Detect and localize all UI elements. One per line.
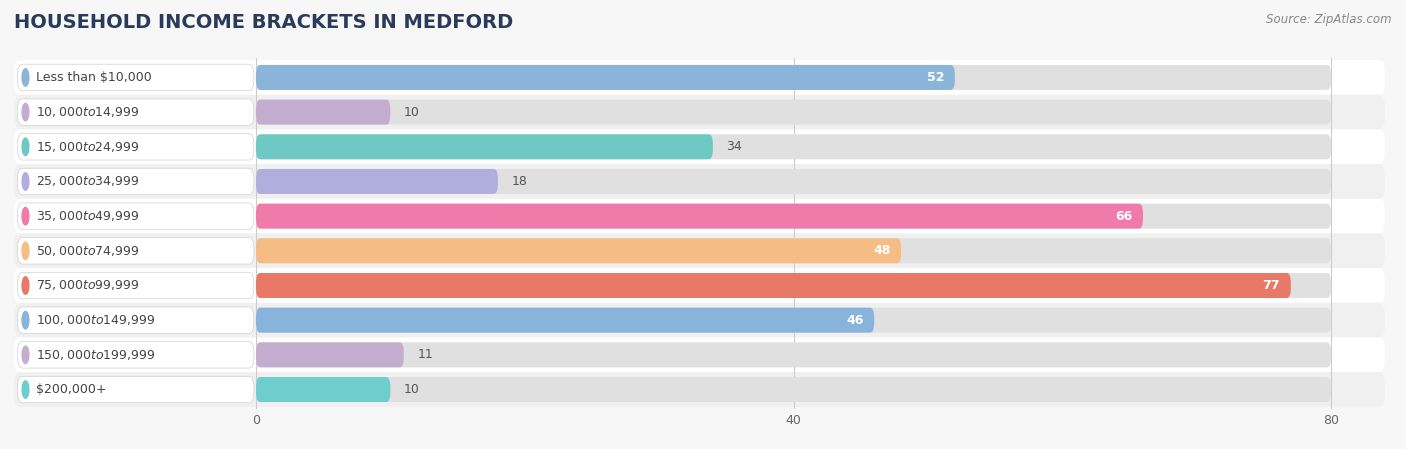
Text: 48: 48 xyxy=(873,244,890,257)
FancyBboxPatch shape xyxy=(256,134,1331,159)
Text: $10,000 to $14,999: $10,000 to $14,999 xyxy=(35,105,139,119)
Text: $150,000 to $199,999: $150,000 to $199,999 xyxy=(35,348,155,362)
FancyBboxPatch shape xyxy=(17,376,254,403)
FancyBboxPatch shape xyxy=(256,308,875,333)
FancyBboxPatch shape xyxy=(256,377,1331,402)
Circle shape xyxy=(22,312,30,329)
FancyBboxPatch shape xyxy=(256,308,1331,333)
Text: $15,000 to $24,999: $15,000 to $24,999 xyxy=(35,140,139,154)
Text: 34: 34 xyxy=(727,140,742,153)
FancyBboxPatch shape xyxy=(14,233,1385,268)
Text: $50,000 to $74,999: $50,000 to $74,999 xyxy=(35,244,139,258)
FancyBboxPatch shape xyxy=(17,99,254,125)
FancyBboxPatch shape xyxy=(256,238,1331,263)
FancyBboxPatch shape xyxy=(256,65,1331,90)
FancyBboxPatch shape xyxy=(256,65,955,90)
FancyBboxPatch shape xyxy=(17,342,254,368)
Circle shape xyxy=(22,69,30,86)
FancyBboxPatch shape xyxy=(14,372,1385,407)
FancyBboxPatch shape xyxy=(17,238,254,264)
FancyBboxPatch shape xyxy=(17,133,254,160)
FancyBboxPatch shape xyxy=(14,338,1385,372)
Text: $200,000+: $200,000+ xyxy=(35,383,105,396)
Text: 77: 77 xyxy=(1263,279,1279,292)
Text: $100,000 to $149,999: $100,000 to $149,999 xyxy=(35,313,155,327)
Circle shape xyxy=(22,381,30,398)
FancyBboxPatch shape xyxy=(17,168,254,195)
Circle shape xyxy=(22,173,30,190)
FancyBboxPatch shape xyxy=(256,100,391,125)
Text: $75,000 to $99,999: $75,000 to $99,999 xyxy=(35,278,139,292)
Text: $25,000 to $34,999: $25,000 to $34,999 xyxy=(35,175,139,189)
Circle shape xyxy=(22,138,30,155)
FancyBboxPatch shape xyxy=(256,342,1331,367)
FancyBboxPatch shape xyxy=(14,129,1385,164)
FancyBboxPatch shape xyxy=(14,199,1385,233)
FancyBboxPatch shape xyxy=(256,204,1143,229)
Circle shape xyxy=(22,277,30,294)
FancyBboxPatch shape xyxy=(17,64,254,91)
FancyBboxPatch shape xyxy=(256,342,404,367)
Text: 11: 11 xyxy=(418,348,433,361)
Circle shape xyxy=(22,103,30,121)
Circle shape xyxy=(22,242,30,260)
Text: 10: 10 xyxy=(404,383,419,396)
FancyBboxPatch shape xyxy=(14,268,1385,303)
FancyBboxPatch shape xyxy=(256,377,391,402)
Text: 10: 10 xyxy=(404,106,419,119)
FancyBboxPatch shape xyxy=(17,307,254,334)
Text: $35,000 to $49,999: $35,000 to $49,999 xyxy=(35,209,139,223)
Text: 52: 52 xyxy=(927,71,943,84)
FancyBboxPatch shape xyxy=(256,169,1331,194)
Text: 46: 46 xyxy=(846,314,863,327)
FancyBboxPatch shape xyxy=(256,273,1291,298)
FancyBboxPatch shape xyxy=(256,238,901,263)
FancyBboxPatch shape xyxy=(14,303,1385,338)
FancyBboxPatch shape xyxy=(256,134,713,159)
Text: HOUSEHOLD INCOME BRACKETS IN MEDFORD: HOUSEHOLD INCOME BRACKETS IN MEDFORD xyxy=(14,13,513,32)
FancyBboxPatch shape xyxy=(14,95,1385,129)
Text: 66: 66 xyxy=(1115,210,1132,223)
FancyBboxPatch shape xyxy=(256,100,1331,125)
Text: Less than $10,000: Less than $10,000 xyxy=(35,71,152,84)
FancyBboxPatch shape xyxy=(17,203,254,229)
Text: 18: 18 xyxy=(512,175,527,188)
FancyBboxPatch shape xyxy=(14,60,1385,95)
FancyBboxPatch shape xyxy=(256,169,498,194)
Text: Source: ZipAtlas.com: Source: ZipAtlas.com xyxy=(1267,13,1392,26)
FancyBboxPatch shape xyxy=(256,204,1331,229)
Circle shape xyxy=(22,207,30,225)
Circle shape xyxy=(22,346,30,364)
FancyBboxPatch shape xyxy=(14,164,1385,199)
FancyBboxPatch shape xyxy=(256,273,1331,298)
FancyBboxPatch shape xyxy=(17,272,254,299)
